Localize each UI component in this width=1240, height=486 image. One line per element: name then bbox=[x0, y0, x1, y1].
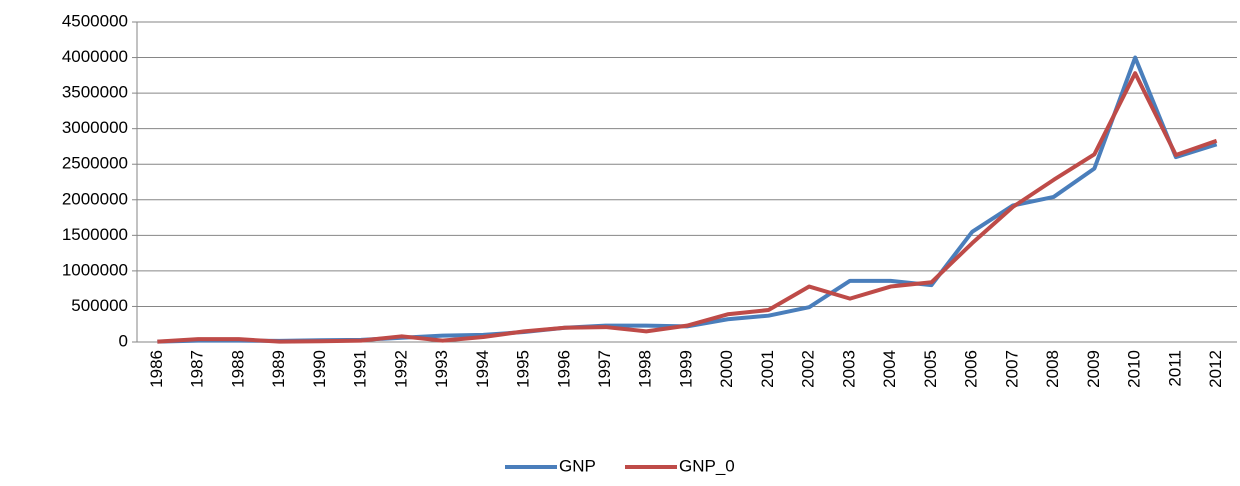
x-tick-label: 2002 bbox=[799, 350, 818, 388]
x-tick-label: 1987 bbox=[188, 350, 207, 388]
y-tick-label: 1000000 bbox=[62, 260, 128, 279]
x-tick-label: 1988 bbox=[228, 350, 247, 388]
y-tick-label: 4500000 bbox=[62, 11, 128, 30]
x-tick-label: 1993 bbox=[432, 350, 451, 388]
x-tick-label: 1998 bbox=[636, 350, 655, 388]
x-tick-label: 1991 bbox=[351, 350, 370, 388]
y-tick-label: 3500000 bbox=[62, 83, 128, 102]
y-tick-label: 1500000 bbox=[62, 225, 128, 244]
x-tick-label: 2008 bbox=[1043, 350, 1062, 388]
x-tick-label: 2001 bbox=[758, 350, 777, 388]
x-tick-label: 2005 bbox=[921, 350, 940, 388]
y-tick-label: 2500000 bbox=[62, 154, 128, 173]
x-tick-label: 1996 bbox=[554, 350, 573, 388]
x-tick-label: 2006 bbox=[962, 350, 981, 388]
y-tick-label: 0 bbox=[119, 331, 128, 350]
x-tick-label: 1995 bbox=[514, 350, 533, 388]
x-tick-label: 2007 bbox=[1002, 350, 1021, 388]
y-tick-label: 3000000 bbox=[62, 118, 128, 137]
x-tick-label: 2000 bbox=[717, 350, 736, 388]
legend-label: GNP bbox=[559, 456, 596, 475]
x-tick-label: 1999 bbox=[676, 350, 695, 388]
x-tick-label: 2011 bbox=[1165, 350, 1184, 387]
y-tick-label: 2000000 bbox=[62, 189, 128, 208]
x-tick-label: 2003 bbox=[839, 350, 858, 388]
series-line bbox=[157, 71, 1218, 344]
x-tick-label: 2012 bbox=[1206, 350, 1225, 388]
x-tick-label: 2004 bbox=[880, 350, 899, 388]
x-tick-label: 1994 bbox=[473, 350, 492, 388]
x-tick-label: 1990 bbox=[310, 350, 329, 388]
x-tick-label: 2010 bbox=[1125, 350, 1144, 388]
y-tick-label: 500000 bbox=[71, 296, 128, 315]
x-tick-label: 1997 bbox=[595, 350, 614, 388]
y-tick-label: 4000000 bbox=[62, 47, 128, 66]
x-tick-label: 2009 bbox=[1084, 350, 1103, 388]
x-tick-label: 1986 bbox=[147, 350, 166, 388]
x-tick-label: 1992 bbox=[391, 350, 410, 388]
x-tick-label: 1989 bbox=[269, 350, 288, 388]
legend-label: GNP_0 bbox=[679, 456, 735, 475]
